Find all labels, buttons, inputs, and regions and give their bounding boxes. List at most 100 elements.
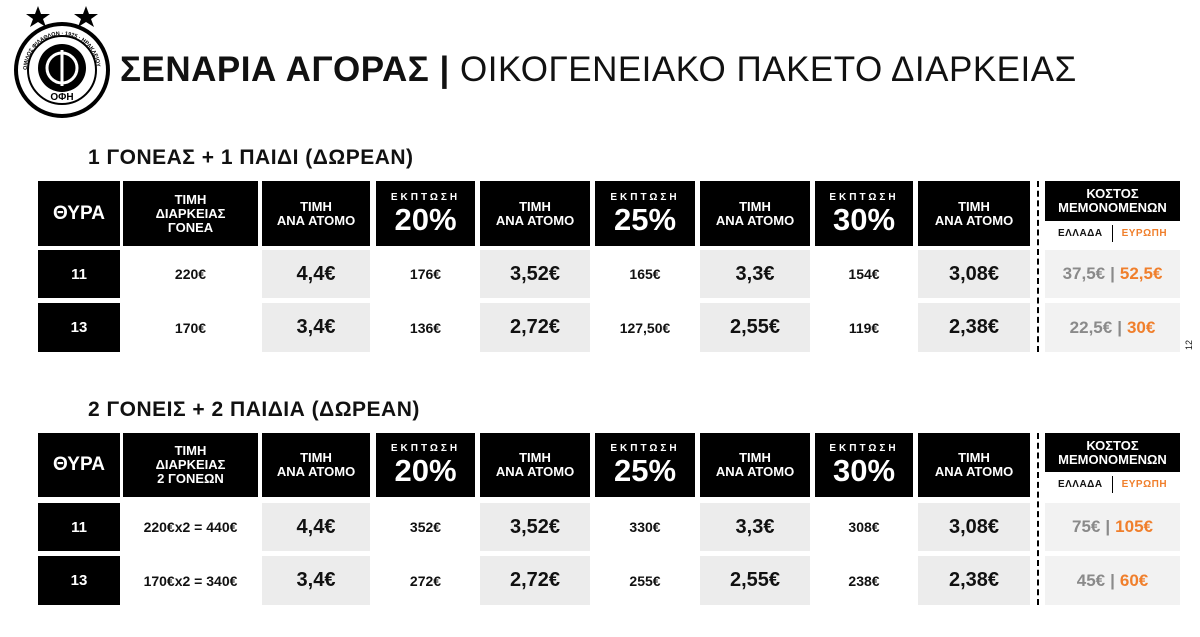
- header-big: 25%: [613, 201, 677, 237]
- price-cell: 4,4€: [262, 250, 370, 298]
- header-cell: ΤΙΜΗ ΑΝΑ ΑΤΟΜΟ: [918, 433, 1030, 497]
- header-line: ΘΥΡΑ: [53, 454, 105, 475]
- header-small: ΕΚΠΤΩΣΗ: [390, 191, 461, 203]
- header-line: ΚΟΣΤΟΣ: [1086, 438, 1139, 453]
- cost-europe: 52,5€: [1119, 264, 1163, 283]
- cost-europe: 105€: [1115, 517, 1153, 536]
- header-cell: ΤΙΜΗ ΑΝΑ ΑΤΟΜΟ: [262, 433, 370, 497]
- dashed-divider: [1037, 181, 1039, 352]
- cost-greece: 37,5€: [1062, 264, 1106, 283]
- price-cell: 3,08€: [918, 503, 1030, 551]
- price-cell: 176€: [376, 250, 475, 298]
- header-line: ΑΝΑ ΑΤΟΜΟ: [495, 464, 575, 479]
- logo: ΟΜΙΛΟΣ ΦΙΛΑΘΛΩΝ · 1925 · ΗΡΑΚΛΕΙΟΥ ΚΡΗΤΗ…: [0, 0, 110, 118]
- logo-ring: [14, 22, 110, 118]
- header-big: 25%: [613, 453, 677, 488]
- price-cell: 119€: [815, 303, 913, 352]
- header-line: ΑΝΑ ΑΤΟΜΟ: [276, 464, 356, 479]
- header-cell: ΤΙΜΗ ΑΝΑ ΑΤΟΜΟ: [262, 181, 370, 246]
- gate-cell: 11: [38, 503, 120, 551]
- price-cell: 3,4€: [262, 303, 370, 352]
- header-cell: ΕΚΠΤΩΣΗ 20%: [376, 181, 475, 246]
- header-big: 20%: [394, 453, 457, 488]
- header-cell: ΤΙΜΗ ΑΝΑ ΑΤΟΜΟ: [700, 433, 810, 497]
- header-line: ΑΝΑ ΑΤΟΜΟ: [276, 212, 356, 228]
- header-line: ΚΟΣΤΟΣ: [1086, 186, 1139, 201]
- title-rest: ΟΙΚΟΓΕΝΕΙΑΚΟ ΠΑΚΕΤΟ ΔΙΑΡΚΕΙΑΣ: [460, 50, 1077, 89]
- header-line: ΤΙΜΗ: [174, 443, 207, 458]
- price-cell: 127,50€: [595, 303, 695, 352]
- cost-cell: 22,5€ | 30€: [1045, 303, 1180, 352]
- header-cell: ΕΚΠΤΩΣΗ 30%: [815, 181, 913, 246]
- sub-greece: ΕΛΛΑΔΑ: [1057, 228, 1103, 239]
- header-cost: ΚΟΣΤΟΣ ΜΕΜΟΝΟΜΕΝΩΝ ΕΛΛΑΔΑ ΕΥΡΩΠΗ: [1045, 181, 1180, 246]
- cost-cell: 75€ | 105€: [1045, 503, 1180, 551]
- price-cell: 2,72€: [480, 303, 590, 352]
- price-cell: 220€x2 = 440€: [123, 503, 258, 551]
- section-title: 1 ΓΟΝΕΑΣ + 1 ΠΑΙΔΙ (ΔΩΡΕΑΝ): [88, 146, 414, 169]
- price-cell: 4,4€: [262, 503, 370, 551]
- header-line: ΔΙΑΡΚΕΙΑΣ: [155, 457, 226, 472]
- header-line: ΜΕΜΟΝΟΜΕΝΩΝ: [1058, 200, 1167, 215]
- cost-europe: 60€: [1119, 570, 1149, 590]
- header-line: ΜΕΜΟΝΟΜΕΝΩΝ: [1058, 452, 1167, 467]
- header-line: ΤΙΜΗ: [958, 450, 990, 465]
- price-cell: 170€x2 = 340€: [123, 556, 258, 605]
- header-line: ΑΝΑ ΑΤΟΜΟ: [934, 212, 1014, 228]
- cost-cell: 45€ | 60€: [1045, 556, 1180, 605]
- header-cell: ΤΙΜΗ ΔΙΑΡΚΕΙΑΣ 2 ΓΟΝΕΩΝ: [123, 433, 258, 497]
- header-line: ΑΝΑ ΑΤΟΜΟ: [715, 212, 795, 228]
- price-cell: 2,55€: [700, 556, 810, 605]
- header-line: ΤΙΜΗ: [300, 198, 332, 214]
- header-line: ΤΙΜΗ: [519, 450, 551, 465]
- dashed-divider: [1037, 433, 1039, 605]
- header-line: ΔΙΑΡΚΕΙΑΣ: [155, 205, 226, 221]
- cost-greece: 45€: [1076, 570, 1106, 590]
- header-line: ΤΙΜΗ: [519, 198, 551, 214]
- header-cell: ΤΙΜΗ ΑΝΑ ΑΤΟΜΟ: [480, 181, 590, 246]
- page-title: ΣΕΝΑΡΙΑ ΑΓΟΡΑΣ | ΟΙΚΟΓΕΝΕΙΑΚΟ ΠΑΚΕΤΟ ΔΙΑ…: [120, 50, 1077, 90]
- header-cell: ΤΙΜΗ ΔΙΑΡΚΕΙΑΣ ΓΟΝΕΑ: [123, 181, 258, 246]
- price-cell: 165€: [595, 250, 695, 298]
- price-cell: 136€: [376, 303, 475, 352]
- cost-europe: 30€: [1126, 317, 1156, 337]
- cost-subheader: ΕΛΛΑΔΑ ΕΥΡΩΠΗ: [1045, 472, 1180, 497]
- header-cell: ΕΚΠΤΩΣΗ 30%: [815, 433, 913, 497]
- header-line: ΓΟΝΕΑ: [167, 219, 214, 235]
- cost-separator: |: [1117, 317, 1122, 337]
- header-line: ΑΝΑ ΑΤΟΜΟ: [934, 464, 1014, 479]
- price-cell: 3,3€: [700, 503, 810, 551]
- price-cell: 352€: [376, 503, 475, 551]
- price-cell: 3,52€: [480, 250, 590, 298]
- gate-cell: 13: [38, 303, 120, 352]
- sub-divider: [1111, 476, 1113, 493]
- header-big: 30%: [832, 201, 896, 237]
- cost-greece: 22,5€: [1069, 317, 1113, 337]
- header-line: ΤΙΜΗ: [300, 450, 332, 465]
- header-cell: ΤΙΜΗ ΑΝΑ ΑΤΟΜΟ: [918, 181, 1030, 246]
- header-line: ΤΙΜΗ: [174, 191, 207, 207]
- cost-separator: |: [1105, 517, 1111, 536]
- gate-cell: 11: [38, 250, 120, 298]
- price-cell: 308€: [815, 503, 913, 551]
- cost-title: ΚΟΣΤΟΣ ΜΕΜΟΝΟΜΕΝΩΝ: [1045, 433, 1180, 473]
- header-small: ΕΚΠΤΩΣΗ: [829, 443, 899, 454]
- logo-star: [74, 6, 98, 27]
- sub-europe: ΕΥΡΩΠΗ: [1121, 228, 1168, 239]
- header-line: ΤΙΜΗ: [739, 198, 771, 214]
- price-cell: 3,52€: [480, 503, 590, 551]
- header-small: ΕΚΠΤΩΣΗ: [390, 443, 461, 454]
- header-cell: ΘΥΡΑ: [38, 433, 120, 497]
- price-cell: 170€: [123, 303, 258, 352]
- title-bold: ΣΕΝΑΡΙΑ ΑΓΟΡΑΣ: [120, 50, 430, 89]
- section-title: 2 ΓΟΝΕΙΣ + 2 ΠΑΙΔΙΑ (ΔΩΡΕΑΝ): [88, 398, 420, 421]
- header-big: 30%: [832, 453, 896, 488]
- title-separator: |: [439, 50, 450, 89]
- gate-cell: 13: [38, 556, 120, 605]
- header-cell: ΤΙΜΗ ΑΝΑ ΑΤΟΜΟ: [700, 181, 810, 246]
- sub-greece: ΕΛΛΑΔΑ: [1057, 479, 1103, 490]
- cost-cell: 37,5€ | 52,5€: [1045, 250, 1180, 298]
- header-small: ΕΚΠΤΩΣΗ: [610, 443, 680, 454]
- price-cell: 2,38€: [918, 556, 1030, 605]
